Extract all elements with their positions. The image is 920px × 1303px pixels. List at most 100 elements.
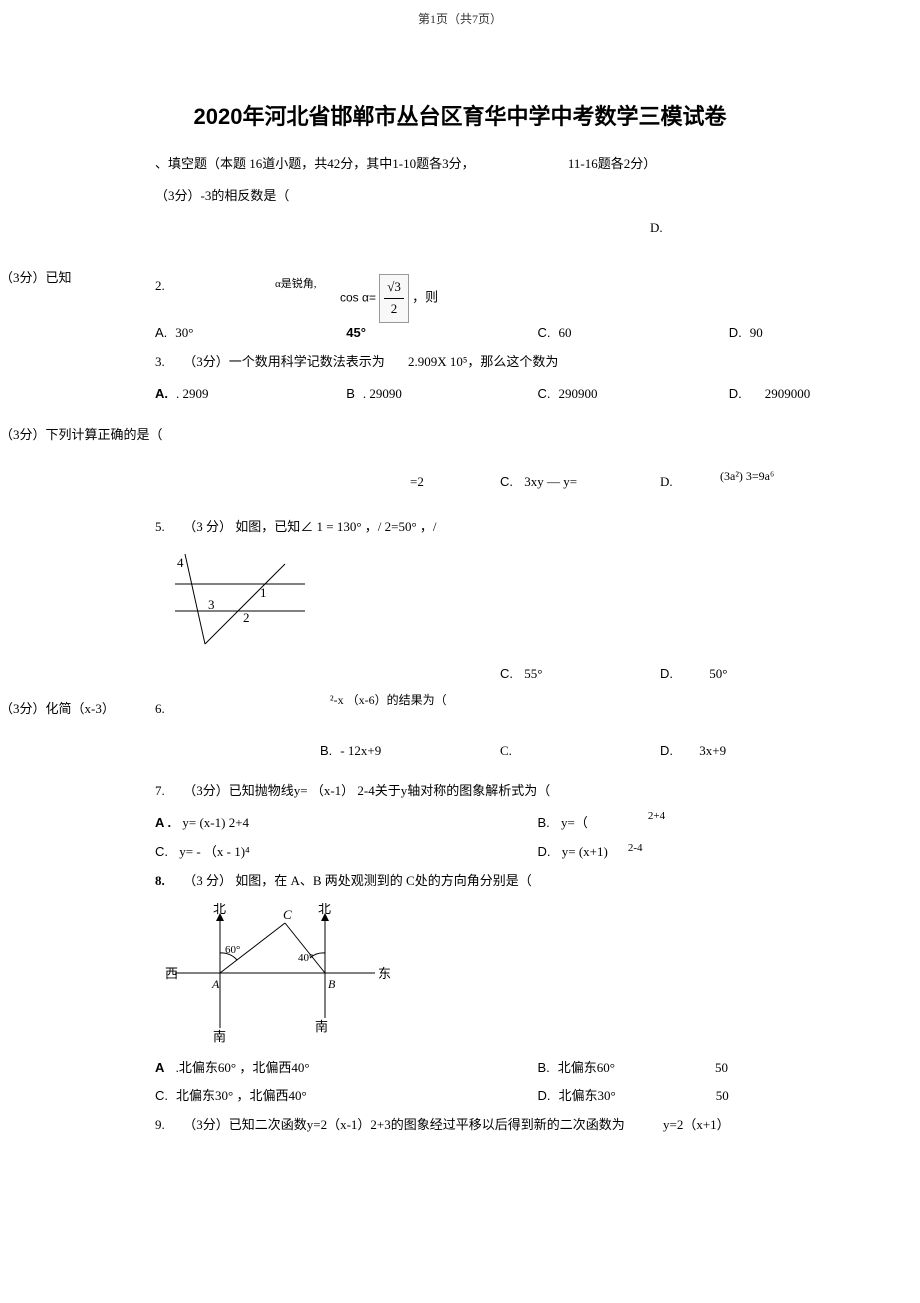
opt-a-label: A. — [155, 386, 168, 401]
opt-d-label: D. — [538, 1088, 551, 1103]
opt-d-label: D. — [729, 325, 742, 340]
q8-opt-b-right: 50 — [715, 1060, 728, 1075]
q9-stem: （3分）已知二次函数y=2（x-1）2+3的图象经过平移以后得到新的二次函数为 — [183, 1117, 625, 1132]
q3-opt-c: 290900 — [559, 386, 598, 401]
q2-opt-c: 60 — [559, 325, 572, 340]
q4-opt-d-label: D. — [660, 472, 673, 493]
q7-opt-c: y= - （x - 1)⁴ — [179, 844, 249, 859]
svg-text:西: 西 — [165, 966, 178, 981]
opt-c-label: C. — [155, 1088, 168, 1103]
q8-figure: 北 南 西 A 北 南 东 B C 60° 40° — [165, 903, 920, 1043]
q3-number: 3. — [155, 352, 180, 373]
q2-options: A. 30° 45° C. 60 D. 90 — [155, 323, 920, 344]
q8-opt-b: 北偏东60° — [558, 1060, 615, 1075]
q8-opt-d: 北偏东30° — [559, 1088, 616, 1103]
q2-cos: cos α= — [340, 291, 376, 305]
q9-line: 9. （3分）已知二次函数y=2（x-1）2+3的图象经过平移以后得到新的二次函… — [155, 1115, 920, 1136]
q2-left-note: （3分）已知 — [0, 268, 72, 289]
q7-number: 7. — [155, 781, 180, 802]
q8-opt-c: 北偏东30° ，北偏西40° — [176, 1088, 307, 1103]
opt-a-label: A. — [155, 325, 167, 340]
q5-figure: 4 1 3 2 — [165, 549, 920, 649]
opt-c-label: C. — [500, 666, 513, 681]
opt-b-label: B. — [538, 815, 550, 830]
opt-d-label: D. — [660, 743, 673, 758]
svg-text:北: 北 — [213, 903, 226, 916]
q3-opt-b: . 29090 — [363, 386, 402, 401]
q2-number: 2. — [155, 276, 165, 297]
opt-b-label: B. — [538, 1060, 550, 1075]
opt-c-label: C. — [500, 474, 513, 489]
opt-d-label: D. — [660, 666, 673, 681]
q2-text3: ，则 — [412, 290, 438, 305]
q8-opt-d-right: 50 — [716, 1088, 729, 1103]
q6-opt-d: 3x+9 — [699, 743, 726, 758]
q8-line: 8. （3 分） 如图，在 A、B 两处观测到的 C处的方向角分别是（ — [155, 871, 920, 892]
svg-text:A: A — [211, 977, 220, 991]
q8-compass-svg: 北 南 西 A 北 南 东 B C 60° 40° — [165, 903, 395, 1043]
svg-text:40°: 40° — [298, 952, 313, 964]
q1-stem: （3分）-3的相反数是（ — [155, 186, 920, 207]
q2-frac-den: 2 — [384, 299, 404, 320]
q2-frac-num: √3 — [384, 277, 404, 299]
svg-text:1: 1 — [260, 585, 267, 600]
section-note-right: 11-16题各2分） — [568, 156, 656, 171]
q9-number: 9. — [155, 1115, 180, 1136]
exam-title: 2020年河北省邯郸市丛台区育华中学中考数学三模试卷 — [0, 99, 920, 134]
svg-text:东: 东 — [378, 966, 391, 981]
page-header: 第1页（共7页） — [0, 0, 920, 59]
q3-options: A. . 2909 B . 29090 C. 290900 D. 2909000 — [155, 384, 920, 405]
svg-text:C: C — [283, 907, 292, 922]
q4-opt-d: (3a²) 3=9a⁶ — [720, 467, 774, 486]
q2-text1: α是锐角, — [275, 276, 317, 294]
q7-opt-d-sup: 2-4 — [628, 842, 643, 854]
q7-stem: （3分）已知抛物线y= （x-1） 2-4关于y轴对称的图象解析式为（ — [183, 783, 550, 798]
q5-number: 5. — [155, 517, 180, 538]
q8-number: 8. — [155, 871, 180, 892]
q5-opt-c: 55° — [524, 666, 542, 681]
opt-b-label: B — [346, 386, 355, 401]
q5-geometry-svg: 4 1 3 2 — [165, 549, 315, 649]
q4-opt-b: =2 — [410, 472, 424, 493]
q8-stem: （3 分） 如图，在 A、B 两处观测到的 C处的方向角分别是（ — [183, 873, 531, 888]
opt-c-label: C. — [538, 386, 551, 401]
q4-stem: （3分）下列计算正确的是（ — [0, 425, 163, 446]
svg-text:60°: 60° — [225, 944, 240, 956]
svg-text:南: 南 — [315, 1019, 328, 1034]
opt-d-label: D. — [729, 386, 742, 401]
opt-b-label: B. — [320, 743, 332, 758]
q3-stem1: （3分）一个数用科学记数法表示为 — [183, 354, 385, 369]
q3-stem2: 2.909X 10⁵，那么这个数为 — [408, 354, 558, 369]
q5-stem: （3 分） 如图，已知∠ 1 = 130° ，/ 2=50° ，/ — [183, 519, 436, 534]
q7-opt-d: y= (x+1) — [562, 844, 608, 859]
q7-opt-b-sup: 2+4 — [648, 810, 665, 822]
opt-a-label: A — [155, 1060, 164, 1075]
q3-opt-a: . 2909 — [176, 386, 209, 401]
q7-opt-b: y=（ — [561, 815, 588, 830]
q3-opt-d: 2909000 — [765, 386, 811, 401]
q1-opt-d: D. — [650, 218, 663, 239]
opt-c-label: C. — [155, 844, 168, 859]
opt-d-label: D. — [538, 844, 551, 859]
q7-opt-a: y= (x-1) 2+4 — [182, 815, 249, 830]
svg-text:3: 3 — [208, 597, 215, 612]
q2-opt-b: 45° — [346, 325, 366, 340]
q4-opt-c: 3xy — y= — [524, 474, 577, 489]
q5-opt-d: 50° — [709, 666, 727, 681]
q2-opt-d: 90 — [750, 325, 763, 340]
section-instructions: 、填空题（本题 16道小题，共42分，其中1-10题各3分， 11-16题各2分… — [155, 154, 920, 175]
q6-number: 6. — [155, 699, 165, 720]
q9-right: y=2（x+1） — [663, 1117, 730, 1132]
q6-opt-c-label: C. — [500, 741, 512, 762]
section-note-left: 、填空题（本题 16道小题，共42分，其中1-10题各3分， — [155, 156, 475, 171]
q7-options: A . y= (x-1) 2+4 B. y=（2+4 C. y= - （x - … — [155, 813, 920, 863]
q2-fraction-box: √3 2 — [379, 274, 409, 323]
opt-c-label: C. — [538, 325, 551, 340]
q6-opt-b: - 12x+9 — [340, 743, 381, 758]
q2-opt-a: 30° — [175, 325, 193, 340]
svg-text:B: B — [328, 977, 336, 991]
svg-text:2: 2 — [243, 610, 250, 625]
q3-line: 3. （3分）一个数用科学记数法表示为 2.909X 10⁵，那么这个数为 — [155, 352, 920, 373]
q6-stem: ²-x （x-6）的结果为（ — [330, 691, 447, 710]
svg-text:北: 北 — [318, 903, 331, 916]
